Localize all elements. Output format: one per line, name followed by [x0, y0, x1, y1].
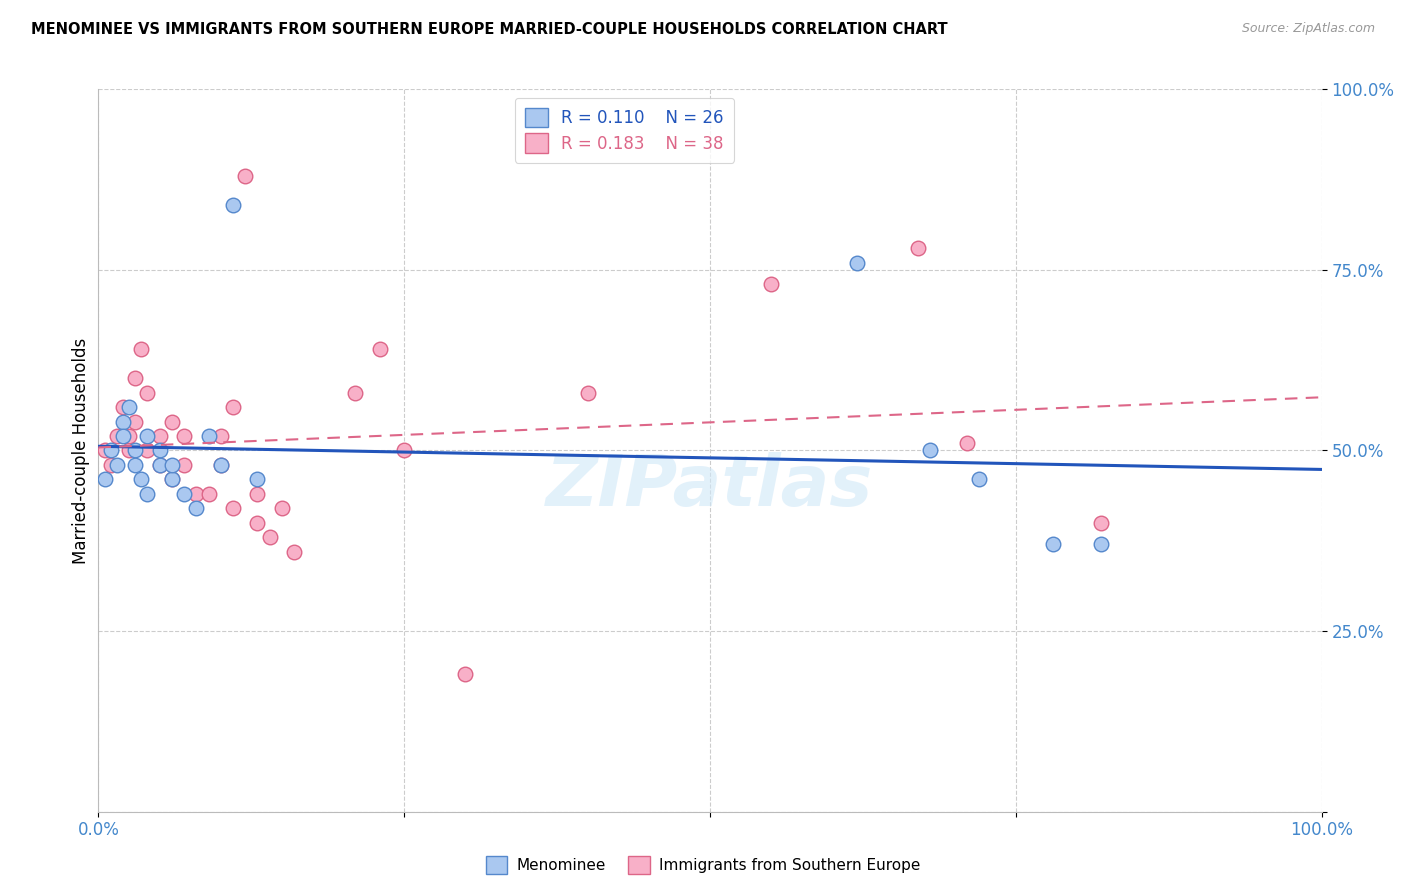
- Point: [197, 429, 219, 443]
- Y-axis label: Married-couple Households: Married-couple Households: [72, 337, 90, 564]
- Point: [344, 385, 367, 400]
- Point: [124, 371, 146, 385]
- Point: [124, 415, 146, 429]
- Point: [368, 343, 391, 357]
- Point: [149, 429, 172, 443]
- Point: [1090, 516, 1112, 530]
- Text: ZIPatlas: ZIPatlas: [547, 452, 873, 521]
- Point: [222, 198, 245, 212]
- Point: [209, 429, 232, 443]
- Point: [173, 458, 195, 472]
- Point: [118, 443, 141, 458]
- Point: [111, 429, 134, 443]
- Point: [136, 429, 159, 443]
- Point: [186, 487, 208, 501]
- Point: [259, 530, 281, 544]
- Point: [118, 400, 141, 414]
- Point: [761, 277, 783, 292]
- Point: [907, 241, 929, 255]
- Point: [111, 400, 134, 414]
- Point: [100, 443, 122, 458]
- Point: [136, 385, 159, 400]
- Point: [209, 458, 232, 472]
- Point: [246, 516, 269, 530]
- Point: [136, 443, 159, 458]
- Point: [233, 169, 256, 183]
- Point: [209, 458, 232, 472]
- Text: Source: ZipAtlas.com: Source: ZipAtlas.com: [1241, 22, 1375, 36]
- Point: [1090, 537, 1112, 551]
- Point: [186, 501, 208, 516]
- Point: [246, 472, 269, 486]
- Point: [160, 472, 183, 486]
- Legend: R = 0.110    N = 26, R = 0.183    N = 38: R = 0.110 N = 26, R = 0.183 N = 38: [515, 97, 734, 162]
- Point: [105, 429, 128, 443]
- Point: [129, 343, 152, 357]
- Point: [283, 544, 305, 558]
- Point: [454, 667, 477, 681]
- Point: [160, 415, 183, 429]
- Point: [160, 472, 183, 486]
- Point: [93, 472, 115, 486]
- Point: [920, 443, 942, 458]
- Point: [149, 458, 172, 472]
- Point: [93, 443, 115, 458]
- Point: [222, 400, 245, 414]
- Point: [967, 472, 990, 486]
- Point: [105, 458, 128, 472]
- Point: [956, 436, 979, 450]
- Point: [124, 458, 146, 472]
- Point: [246, 487, 269, 501]
- Point: [124, 443, 146, 458]
- Point: [149, 458, 172, 472]
- Text: MENOMINEE VS IMMIGRANTS FROM SOUTHERN EUROPE MARRIED-COUPLE HOUSEHOLDS CORRELATI: MENOMINEE VS IMMIGRANTS FROM SOUTHERN EU…: [31, 22, 948, 37]
- Point: [845, 255, 868, 269]
- Point: [111, 415, 134, 429]
- Point: [173, 487, 195, 501]
- Point: [173, 429, 195, 443]
- Point: [160, 458, 183, 472]
- Point: [149, 443, 172, 458]
- Point: [197, 487, 219, 501]
- Point: [270, 501, 294, 516]
- Point: [576, 385, 599, 400]
- Legend: Menominee, Immigrants from Southern Europe: Menominee, Immigrants from Southern Euro…: [479, 850, 927, 880]
- Point: [1042, 537, 1064, 551]
- Point: [118, 429, 141, 443]
- Point: [129, 472, 152, 486]
- Point: [222, 501, 245, 516]
- Point: [100, 458, 122, 472]
- Point: [136, 487, 159, 501]
- Point: [392, 443, 416, 458]
